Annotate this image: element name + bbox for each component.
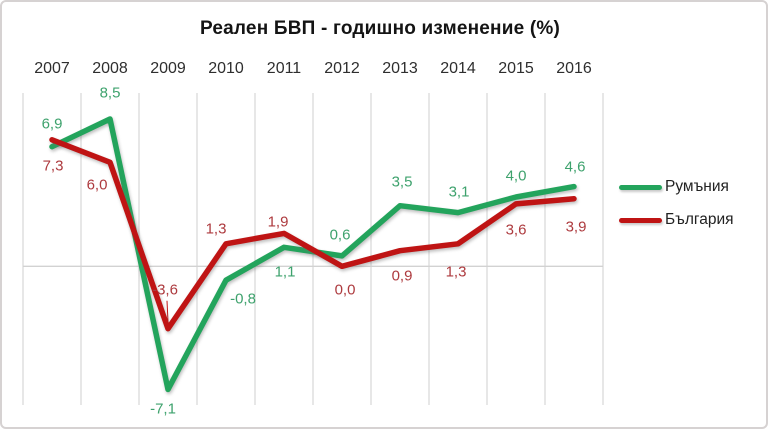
x-axis-label-2016: 2016 [556, 60, 592, 77]
legend-label-romania: Румъния [665, 178, 729, 195]
legend-item-bulgaria: България [619, 211, 734, 229]
data-label-bulgaria-2011: 1,9 [267, 213, 289, 231]
series-line-bulgaria [49, 137, 577, 332]
x-axis-label-2010: 2010 [208, 60, 244, 77]
data-label-bulgaria-2012: 0,0 [334, 281, 356, 299]
x-axis-label-2013: 2013 [382, 60, 418, 77]
data-label-romania-2016: 4,6 [564, 158, 586, 176]
x-axis-label-2011: 2011 [266, 60, 302, 77]
label-leader-line [166, 300, 169, 322]
x-axis-label-2015: 2015 [498, 60, 534, 77]
data-label-romania-2008: 8,5 [99, 84, 121, 102]
data-label-romania-2013: 3,5 [391, 173, 413, 191]
x-axis-label-2009: 2009 [150, 60, 186, 77]
data-label-romania-2015: 4,0 [505, 167, 527, 185]
data-label-romania-2007: 6,9 [41, 115, 63, 133]
bulgaria-line-swatch [619, 217, 662, 223]
data-label-bulgaria-2014: 1,3 [445, 263, 467, 281]
data-label-bulgaria-2016: 3,9 [565, 218, 587, 236]
x-axis-label-2014: 2014 [440, 60, 476, 77]
data-label-bulgaria-2010: 1,3 [205, 220, 227, 238]
legend-label-bulgaria: България [665, 211, 734, 228]
data-label-romania-2011: 1,1 [274, 263, 296, 281]
data-label-romania-2009: -7,1 [150, 400, 176, 418]
data-label-bulgaria-2009: -3,6 [152, 281, 178, 299]
data-label-bulgaria-2007: 7,3 [42, 157, 64, 175]
data-label-bulgaria-2013: 0,9 [391, 267, 413, 285]
romania-line-swatch [619, 184, 662, 190]
data-label-romania-2014: 3,1 [448, 183, 470, 201]
data-label-bulgaria-2015: 3,6 [505, 221, 527, 239]
data-label-romania-2010: -0,8 [230, 290, 256, 308]
x-axis-label-2007: 2007 [34, 60, 70, 77]
x-axis-label-2008: 2008 [92, 60, 128, 77]
chart-title: Реален БВП - годишно изменение (%) [199, 18, 561, 39]
legend-item-romania: Румъния [619, 178, 729, 196]
data-label-romania-2012: 0,6 [329, 226, 351, 244]
data-label-bulgaria-2008: 6,0 [86, 176, 108, 194]
x-axis-label-2012: 2012 [324, 60, 360, 77]
